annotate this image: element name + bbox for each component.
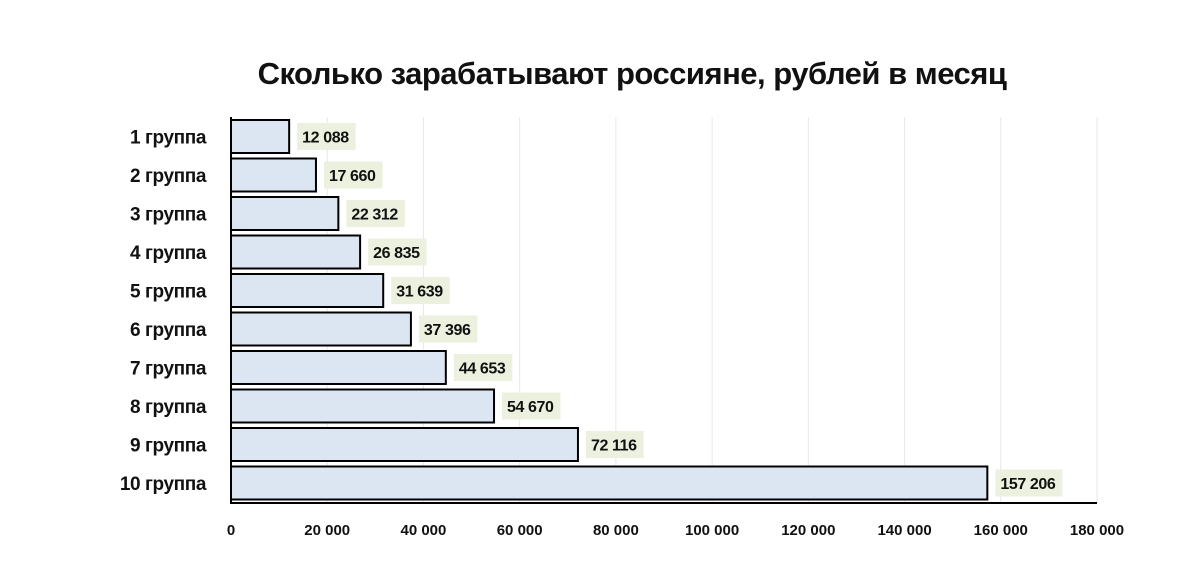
category-label: 9 группа — [130, 436, 207, 457]
category-label: 1 группа — [130, 128, 207, 149]
data-label-text: 17 660 — [329, 168, 376, 185]
bar — [230, 273, 385, 308]
data-label: 17 660 — [323, 161, 383, 189]
category-label: 6 группа — [130, 320, 207, 341]
data-label: 12 088 — [297, 123, 356, 150]
data-label: 22 312 — [346, 200, 405, 227]
data-label: 54 670 — [502, 392, 561, 420]
x-tick-label: 180 000 — [1070, 522, 1124, 539]
data-label-text: 22 312 — [351, 207, 398, 224]
data-label-bg — [453, 354, 513, 381]
data-label-bg — [585, 431, 644, 458]
bar — [230, 388, 496, 424]
category-label: 3 группа — [130, 205, 207, 226]
x-tick-label: 100 000 — [685, 522, 739, 539]
x-tick-label: 80 000 — [593, 522, 639, 539]
category-label: 7 группа — [130, 359, 207, 380]
x-tick-label: 120 000 — [781, 522, 835, 539]
data-label: 37 396 — [418, 315, 478, 343]
data-label-text: 31 639 — [396, 284, 443, 301]
data-label-text: 44 653 — [459, 361, 506, 378]
bar — [230, 157, 317, 193]
data-label-bg — [297, 123, 356, 150]
data-label-text: 72 116 — [591, 438, 637, 455]
axes — [230, 117, 1097, 504]
x-tick-label: 140 000 — [877, 522, 931, 539]
bar — [230, 465, 989, 501]
data-label: 72 116 — [585, 431, 644, 458]
data-label-text: 37 396 — [424, 322, 471, 339]
x-tick-labels: 0 20 000 40 000 60 000 80 000 100 000 120 000 1… — [227, 522, 1124, 539]
x-tick-label: 40 000 — [400, 522, 446, 539]
data-label-text: 54 670 — [507, 399, 554, 416]
data-label: 44 653 — [453, 354, 513, 381]
data-label: 157 206 — [995, 469, 1063, 497]
x-tick-label: 20 000 — [304, 522, 350, 539]
data-label-bg — [323, 161, 383, 189]
bar — [230, 350, 447, 385]
x-tick-label: 60 000 — [497, 522, 543, 539]
category-label: 8 группа — [130, 397, 207, 418]
category-label: 5 группа — [130, 282, 207, 303]
bars — [230, 119, 989, 501]
data-label-text: 157 206 — [1000, 476, 1056, 493]
data-label-bg — [391, 277, 450, 304]
value-labels: 12 088 17 660 22 312 26 835 31 639 37 396 44 6… — [297, 123, 1063, 497]
data-label-bg — [346, 200, 405, 227]
data-label: 31 639 — [391, 277, 450, 304]
category-label: 2 группа — [130, 166, 207, 187]
bar — [230, 119, 291, 154]
category-label: 10 группа — [120, 474, 207, 495]
category-labels: 1 группа 2 группа 3 группа 4 группа 5 группа… — [120, 128, 207, 496]
bar — [230, 427, 579, 462]
category-label: 4 группа — [130, 243, 207, 264]
bar — [230, 196, 340, 231]
x-tick-label: 160 000 — [974, 522, 1028, 539]
data-label: 26 835 — [368, 238, 427, 266]
bar — [230, 311, 412, 347]
data-label-text: 26 835 — [373, 245, 420, 262]
data-label-bg — [418, 315, 478, 343]
data-label-bg — [368, 238, 427, 266]
data-label-text: 12 088 — [302, 130, 349, 147]
bar — [230, 234, 362, 270]
x-tick-label: 0 — [227, 522, 235, 539]
data-label-bg — [995, 469, 1063, 497]
data-label-bg — [502, 392, 561, 420]
chart-title: Сколько зарабатывают россияне, рублей в … — [258, 56, 1007, 91]
gridlines — [326, 117, 1098, 503]
